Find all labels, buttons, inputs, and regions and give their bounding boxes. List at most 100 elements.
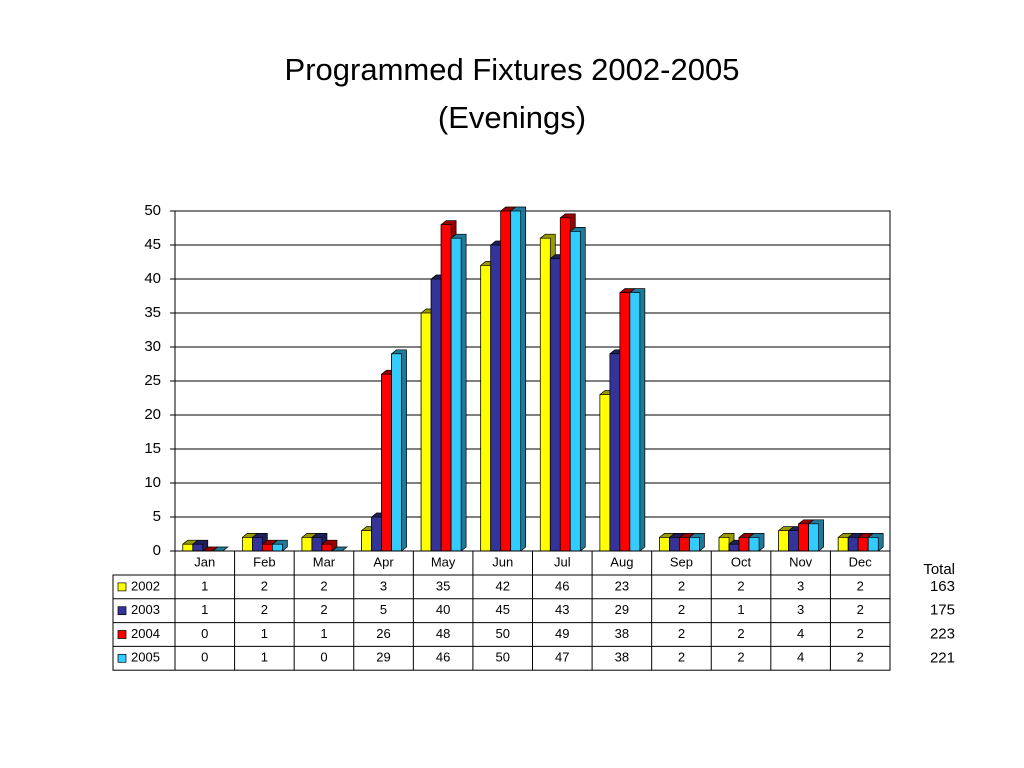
bar	[867, 537, 879, 552]
bar	[599, 394, 611, 552]
bar	[430, 278, 442, 552]
bar	[539, 237, 551, 552]
total-label: Total	[923, 561, 955, 578]
y-tick-label: 15	[144, 440, 161, 457]
bar	[738, 537, 750, 552]
legend-label: 2003	[131, 602, 160, 617]
bar	[559, 217, 571, 552]
table-value: 50	[495, 626, 509, 641]
y-tick-label: 50	[144, 202, 161, 219]
table-value: 3	[797, 602, 804, 617]
table-value: 1	[201, 602, 208, 617]
x-tick-label: Aug	[610, 554, 633, 569]
x-tick-label: Dec	[849, 554, 873, 569]
table-value: 48	[436, 626, 450, 641]
table-value: 1	[261, 626, 268, 641]
bar	[837, 537, 849, 552]
table-value: 49	[555, 626, 569, 641]
bar	[679, 537, 690, 552]
x-tick-label: May	[431, 554, 456, 569]
table-value: 26	[376, 626, 390, 641]
bar	[311, 537, 323, 552]
table-value: 2	[737, 626, 744, 641]
table-value: 2	[857, 578, 864, 593]
bar	[301, 537, 313, 552]
table-value: 46	[436, 650, 450, 665]
table-value: 1	[201, 578, 208, 593]
bar	[609, 353, 621, 552]
bar	[629, 292, 641, 552]
bar	[420, 312, 432, 552]
table-value: 42	[495, 578, 509, 593]
table-value: 2	[857, 602, 864, 617]
table-value: 50	[495, 650, 509, 665]
legend-swatch	[117, 653, 127, 663]
y-tick-label: 10	[144, 474, 161, 491]
total-value: 221	[930, 649, 955, 666]
table-value: 4	[797, 650, 804, 665]
table-value: 2	[261, 578, 268, 593]
bar	[490, 244, 502, 552]
table-value: 4	[797, 626, 804, 641]
table-value: 2	[737, 650, 744, 665]
bar	[689, 537, 700, 552]
table-value: 43	[555, 602, 569, 617]
y-tick-label: 30	[144, 338, 161, 355]
table-value: 23	[615, 578, 629, 593]
x-tick-label: Nov	[789, 554, 813, 569]
y-tick-label: 20	[144, 406, 161, 423]
y-tick-label: 35	[144, 304, 161, 321]
y-tick-label: 25	[144, 372, 161, 389]
bar	[569, 231, 581, 552]
x-tick-label: Apr	[373, 554, 394, 569]
bar	[728, 543, 740, 552]
table-value: 0	[201, 626, 208, 641]
x-tick-label: Feb	[253, 554, 275, 569]
bar	[361, 530, 372, 552]
y-tick-label: 0	[153, 542, 161, 559]
bar	[748, 537, 760, 552]
y-tick-label: 40	[144, 270, 161, 287]
bar	[272, 543, 283, 552]
table-value: 2	[857, 626, 864, 641]
bar	[788, 530, 799, 552]
bar	[500, 210, 512, 552]
legend-label: 2002	[131, 578, 160, 593]
chart-title: Programmed Fixtures 2002-2005	[285, 52, 740, 87]
table-value: 1	[261, 650, 268, 665]
bar	[510, 210, 522, 552]
y-tick-label: 45	[144, 236, 161, 253]
table-value: 45	[495, 602, 509, 617]
bar	[440, 224, 452, 552]
chart-subtitle: (Evenings)	[438, 100, 586, 135]
bar	[619, 292, 631, 552]
legend-swatch	[117, 606, 127, 616]
bar	[847, 537, 859, 552]
bar	[798, 523, 809, 552]
x-tick-label: Jun	[492, 554, 513, 569]
legend-label: 2004	[131, 626, 160, 641]
legend-swatch	[117, 630, 127, 639]
x-tick-label: Mar	[313, 554, 336, 569]
table-value: 0	[201, 650, 208, 665]
bar	[321, 543, 333, 552]
y-tick-label: 5	[153, 508, 161, 525]
x-tick-label: Jul	[554, 554, 571, 569]
table-value: 46	[555, 578, 569, 593]
x-tick-label: Sep	[670, 554, 693, 569]
bar	[857, 537, 869, 552]
table-value: 2	[678, 602, 685, 617]
bar	[371, 516, 382, 552]
table-value: 3	[380, 578, 387, 593]
table-value: 2	[857, 650, 864, 665]
table-value: 2	[678, 578, 685, 593]
bar	[192, 543, 204, 552]
bar	[450, 237, 462, 552]
bar	[252, 537, 263, 552]
bar	[381, 373, 392, 552]
table-value: 29	[615, 602, 629, 617]
bar	[480, 265, 492, 552]
table-value: 35	[436, 578, 450, 593]
bar	[391, 353, 402, 552]
